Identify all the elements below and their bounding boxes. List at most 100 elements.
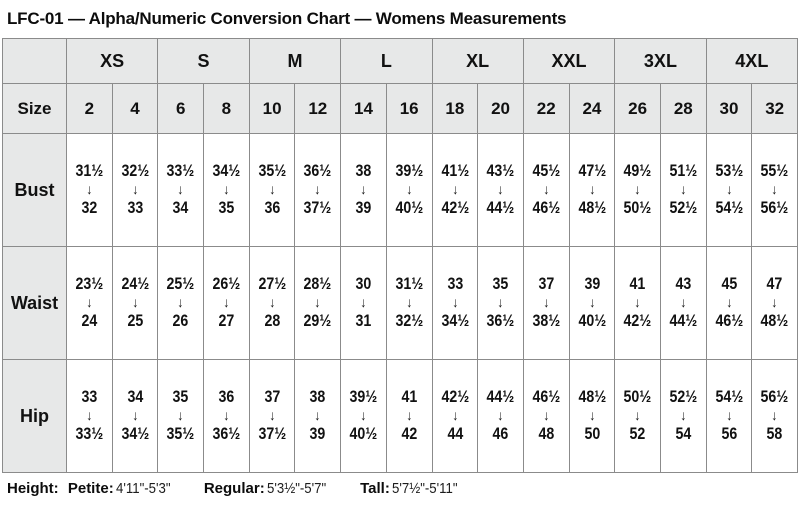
- measurement-range: 26½ ↓ 27: [207, 275, 245, 332]
- range-to: 48: [538, 424, 555, 443]
- range-to: 42½: [623, 311, 652, 330]
- alpha-size-row: XS S M L XL XXL 3XL 4XL: [2, 38, 799, 84]
- range-from: 55½: [760, 161, 789, 180]
- measurement-range: 41 ↓ 42½: [618, 275, 656, 332]
- range-to: 58: [766, 424, 783, 443]
- measurement-range: 33 ↓ 33½: [70, 388, 108, 445]
- measurement-range: 39½ ↓ 40½: [390, 162, 428, 219]
- range-to: 28: [264, 311, 280, 330]
- measurement-range: 55½ ↓ 56½: [755, 162, 793, 219]
- alpha-size-header: M: [248, 38, 342, 84]
- down-arrow-icon: ↓: [223, 181, 230, 198]
- measurement-cell: 50½ ↓ 52: [614, 359, 661, 473]
- measurement-range: 43 ↓ 44½: [664, 275, 702, 332]
- measurement-range: 35 ↓ 35½: [162, 388, 200, 445]
- measurement-range: 30 ↓ 31: [344, 275, 382, 332]
- range-to: 36½: [486, 311, 515, 330]
- down-arrow-icon: ↓: [497, 181, 504, 198]
- range-from: 34½: [212, 161, 241, 180]
- down-arrow-icon: ↓: [132, 407, 139, 424]
- measurement-range: 36½ ↓ 37½: [299, 162, 337, 219]
- range-to: 46: [492, 424, 509, 443]
- measurement-range: 37 ↓ 38½: [527, 275, 565, 332]
- range-from: 38: [309, 387, 326, 406]
- range-from: 49½: [623, 161, 652, 180]
- tall-value: 5'7½"-5'11": [391, 480, 458, 497]
- measurement-range: 33½ ↓ 34: [162, 162, 200, 219]
- numeric-size-cell: 6: [157, 83, 205, 134]
- alpha-size-header: XXL: [522, 38, 616, 84]
- down-arrow-icon: ↓: [86, 181, 93, 198]
- range-to: 50: [584, 424, 600, 443]
- measurement-cell: 41½ ↓ 42½: [431, 133, 479, 247]
- range-from: 50½: [623, 387, 652, 406]
- measurement-row: Waist 23½ ↓ 24 24½ ↓ 25 25½ ↓ 26 26½ ↓ 27 27½ ↓ 28 28½ ↓ 2…: [2, 246, 798, 360]
- down-arrow-icon: ↓: [406, 407, 413, 424]
- down-arrow-icon: ↓: [771, 294, 778, 311]
- range-to: 37½: [258, 424, 286, 443]
- table-body: XS S M L XL XXL 3XL 4XL Size 2 4 6 8 10 12 14 16 18 20 22 24…: [2, 38, 799, 473]
- measurement-cell: 31½ ↓ 32½: [385, 246, 433, 360]
- measurement-range: 53½ ↓ 54½: [710, 162, 748, 219]
- measurement-cell: 45 ↓ 46½: [705, 246, 753, 360]
- down-arrow-icon: ↓: [177, 294, 184, 311]
- numeric-size-cell: 32: [751, 83, 798, 134]
- range-to: 35: [218, 198, 235, 217]
- down-arrow-icon: ↓: [132, 181, 139, 198]
- measurement-range: 34 ↓ 34½: [116, 388, 154, 445]
- range-from: 56½: [760, 387, 789, 406]
- down-arrow-icon: ↓: [543, 294, 550, 311]
- regular-value: 5'3½"-5'7": [266, 480, 326, 497]
- range-from: 37: [538, 274, 555, 293]
- down-arrow-icon: ↓: [360, 407, 367, 424]
- range-from: 47½: [578, 161, 606, 180]
- range-from: 45: [721, 274, 737, 293]
- range-to: 37½: [303, 198, 332, 217]
- measurement-range: 46½ ↓ 48: [527, 388, 565, 445]
- measurement-range: 41½ ↓ 42½: [436, 162, 474, 219]
- measurement-label: Bust: [2, 133, 67, 247]
- down-arrow-icon: ↓: [223, 407, 230, 424]
- range-to: 29½: [303, 311, 332, 330]
- range-from: 33½: [166, 161, 195, 180]
- measurement-row: Bust 31½ ↓ 32 32½ ↓ 33 33½ ↓ 34 34½ ↓ 35 35½ ↓ 36 36½ ↓ 37…: [2, 133, 798, 247]
- down-arrow-icon: ↓: [314, 294, 321, 311]
- measurement-cell: 45½ ↓ 46½: [522, 133, 570, 247]
- range-from: 26½: [212, 274, 241, 293]
- range-from: 36½: [303, 161, 332, 180]
- measurement-cell: 46½ ↓ 48: [522, 359, 570, 473]
- down-arrow-icon: ↓: [451, 407, 458, 424]
- down-arrow-icon: ↓: [451, 294, 458, 311]
- range-to: 40½: [578, 311, 606, 330]
- measurement-cell: 31½ ↓ 32: [66, 133, 113, 247]
- measurement-range: 49½ ↓ 50½: [618, 162, 656, 219]
- measurement-cell: 56½ ↓ 58: [751, 359, 798, 473]
- numeric-size-row: Size 2 4 6 8 10 12 14 16 18 20 22 24 26 28 30 32: [2, 83, 798, 134]
- range-to: 42: [401, 424, 418, 443]
- measurement-cell: 49½ ↓ 50½: [614, 133, 661, 247]
- range-from: 25½: [166, 274, 195, 293]
- measurement-cell: 32½ ↓ 33: [111, 133, 159, 247]
- range-from: 23½: [75, 274, 104, 293]
- height-label: Height:: [7, 480, 59, 497]
- measurement-range: 23½ ↓ 24: [70, 275, 108, 332]
- numeric-size-cell: 16: [385, 83, 433, 134]
- height-note: Height: Petite: 4'11"-5'3" Regular: 5'3½"-…: [7, 480, 800, 497]
- measurement-range: 41 ↓ 42: [390, 388, 428, 445]
- measurement-range: 36 ↓ 36½: [207, 388, 245, 445]
- down-arrow-icon: ↓: [360, 294, 367, 311]
- measurement-range: 54½ ↓ 56: [710, 388, 748, 445]
- range-to: 32½: [395, 311, 423, 330]
- measurement-range: 45½ ↓ 46½: [527, 162, 565, 219]
- range-to: 44½: [669, 311, 698, 330]
- measurement-range: 51½ ↓ 52½: [664, 162, 702, 219]
- numeric-size-cell: 26: [614, 83, 661, 134]
- range-from: 39: [584, 274, 600, 293]
- range-to: 56: [721, 424, 737, 443]
- alpha-size-header: XS: [65, 38, 159, 84]
- range-to: 56½: [760, 198, 789, 217]
- range-to: 34½: [121, 424, 149, 443]
- measurement-range: 25½ ↓ 26: [162, 275, 200, 332]
- range-to: 40½: [349, 424, 378, 443]
